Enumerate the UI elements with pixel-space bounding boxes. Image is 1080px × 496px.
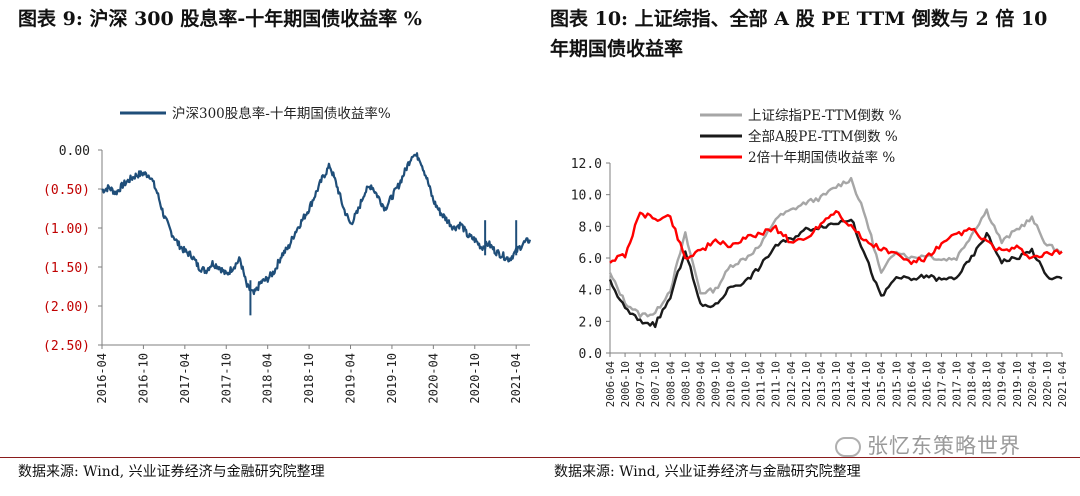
x-tick-label: 2018-10 [981,361,994,407]
x-tick-label: 2008-04 [664,361,677,408]
left-bottom-rule [0,457,540,458]
y-tick-label: 8.0 [579,220,602,235]
y-tick-label: 6.0 [579,252,602,267]
x-tick-label: 2010-10 [740,361,753,407]
x-tick-label: 2009-10 [709,361,722,407]
y-tick-label: (2.50) [43,339,90,354]
y-tick-label: 0.00 [59,144,90,159]
series-line [608,176,1063,319]
watermark-text: 张忆东策略世界 [867,434,1021,458]
right-source: 数据来源: Wind, 兴业证券经济与金融研究院整理 [554,464,861,480]
y-tick-label: 12.0 [571,157,602,172]
left-figure: 图表 9: 沪深 300 股息率-十年期国债收益率 % 0.00 (0.50) (1… [0,8,540,480]
right-figure: 图表 10: 上证综指、全部 A 股 PE TTM 倒数与 2 倍 10 年期国… [540,0,1080,496]
x-tick-label: 2016-10 [920,361,933,407]
watermark: 张忆东策略世界 [835,430,1021,460]
x-tick-label: 2012-10 [800,361,813,407]
y-tick-label: 10.0 [571,189,602,204]
x-tick-label: 2013-04 [815,361,828,408]
right-figure-title: 图表 10: 上证综指、全部 A 股 PE TTM 倒数与 2 倍 10 年期国… [550,8,1048,60]
x-tick-label: 2010-04 [725,361,738,408]
x-tick-label: 2015-10 [890,361,903,407]
x-tick-label: 2019-10 [385,353,399,404]
x-tick-label: 2020-04 [426,353,440,404]
y-tick-label: (1.50) [43,261,90,276]
x-tick-label: 2015-04 [875,361,888,408]
x-tick-label: 2006-04 [604,361,617,408]
series-line [609,210,1063,266]
x-tick-label: 2019-04 [344,353,358,404]
x-tick-label: 2006-10 [619,361,632,407]
x-tick-label: 2019-10 [1011,361,1024,407]
legend-label: 2倍十年期国债收益率 % [748,149,895,166]
x-tick-label: 2008-10 [679,361,692,407]
x-tick-label: 2011-10 [770,361,783,407]
y-tick-label: 2.0 [579,315,602,330]
x-tick-label: 2018-04 [261,353,275,404]
x-tick-label: 2019-04 [996,361,1009,408]
legend-label: 上证综指PE-TTM倒数 % [748,108,902,124]
x-tick-label: 2014-04 [845,361,858,408]
x-tick-label: 2020-10 [1041,361,1054,407]
x-tick-label: 2020-10 [468,353,482,404]
x-tick-label: 2012-04 [785,361,798,408]
x-tick-label: 2013-10 [830,361,843,407]
x-tick-label: 2021-04 [509,353,523,404]
left-chart: 0.00 (0.50) (1.00) (1.50) (2.00) (2.50) 2016-0… [43,105,532,404]
y-tick-label: 4.0 [579,284,602,299]
left-source: 数据来源: Wind, 兴业证券经济与金融研究院整理 [18,464,325,480]
series-line [101,152,532,296]
x-tick-label: 2016-04 [95,353,109,404]
x-tick-label: 2011-04 [755,361,768,408]
x-tick-label: 2021-04 [1056,361,1069,408]
wechat-icon [835,437,861,457]
x-tick-label: 2017-04 [935,361,948,408]
left-figure-title: 图表 9: 沪深 300 股息率-十年期国债收益率 % [18,8,422,30]
x-tick-label: 2007-04 [634,361,647,408]
y-tick-label: 0.0 [579,347,602,362]
series-line [608,218,1063,329]
x-tick-label: 2016-04 [905,361,918,408]
x-tick-label: 2017-10 [219,353,233,404]
y-tick-label: (1.00) [43,222,90,237]
y-tick-label: (0.50) [43,183,90,198]
x-tick-label: 2020-04 [1026,361,1039,408]
x-tick-label: 2009-04 [694,361,707,408]
x-tick-label: 2014-10 [860,361,873,407]
right-bottom-rule [540,457,1080,458]
x-tick-label: 2007-10 [649,361,662,407]
x-tick-label: 2018-04 [966,361,979,408]
y-tick-label: (2.00) [43,300,90,315]
x-tick-label: 2017-10 [951,361,964,407]
x-tick-label: 2016-10 [136,353,150,404]
legend-label: 全部A股PE-TTM倒数 % [748,128,898,145]
x-tick-label: 2018-10 [302,353,316,404]
legend-label: 沪深300股息率-十年期国债收益率% [172,105,391,122]
x-tick-label: 2017-04 [178,353,192,404]
